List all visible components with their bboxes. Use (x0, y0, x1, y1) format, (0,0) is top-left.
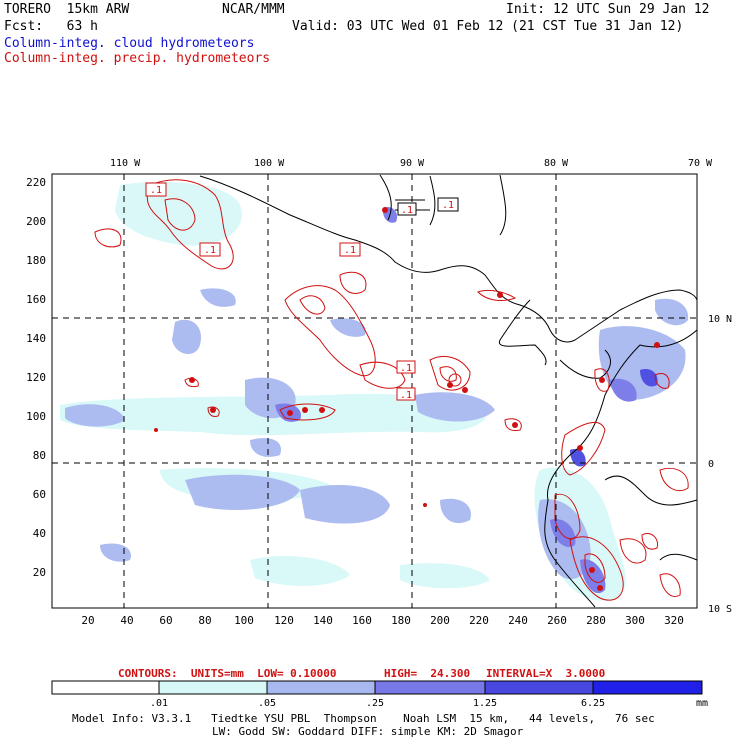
svg-text:60: 60 (33, 488, 46, 501)
svg-text:220: 220 (469, 614, 489, 627)
contour-label: .1 (401, 205, 413, 216)
svg-text:180: 180 (26, 254, 46, 267)
svg-text:160: 160 (26, 293, 46, 306)
svg-text:60: 60 (159, 614, 172, 627)
lat-lon-grid (52, 174, 697, 608)
svg-text:200: 200 (430, 614, 450, 627)
physics-info: LW: Godd SW: Goddard DIFF: simple KM: 2D… (212, 725, 524, 738)
colorbar-units: mm (696, 698, 708, 709)
precip-field-label: Column-integ. precip. hydrometeors (4, 51, 271, 66)
contour-label: .1 (344, 245, 356, 256)
svg-text:.25: .25 (366, 698, 384, 709)
lon-label: 110 W (110, 158, 141, 169)
precip-contours (94, 179, 689, 601)
svg-text:20: 20 (81, 614, 94, 627)
svg-text:100: 100 (26, 410, 46, 423)
longitude-labels: 110 W 100 W 90 W 80 W 70 W (110, 158, 713, 169)
contour-label: .1 (400, 390, 412, 401)
svg-text:120: 120 (274, 614, 294, 627)
contour-label: .1 (150, 185, 162, 196)
lon-label: 80 W (544, 158, 569, 169)
svg-text:80: 80 (33, 449, 46, 462)
lat-label: 10 S (708, 604, 732, 615)
contour-label: .1 (204, 245, 216, 256)
coastlines (199, 174, 698, 608)
svg-text:40: 40 (33, 527, 46, 540)
svg-text:280: 280 (586, 614, 606, 627)
svg-text:.05: .05 (258, 698, 276, 709)
contour-label-boxes: .1 .1 .1 .1 .1 .1 .1 (145, 182, 459, 401)
contour-label: .1 (400, 363, 412, 374)
svg-text:140: 140 (313, 614, 333, 627)
svg-text:40: 40 (120, 614, 133, 627)
lon-label: 90 W (400, 158, 425, 169)
lat-label: 0 (708, 459, 714, 470)
y-axis-ticks: 220 200 180 160 140 120 100 80 60 40 20 (26, 176, 46, 579)
init-time: Init: 12 UTC Sun 29 Jan 12 (506, 2, 710, 17)
contour-label: .1 (442, 200, 454, 211)
svg-text:140: 140 (26, 332, 46, 345)
svg-text:80: 80 (198, 614, 211, 627)
lat-label: 10 N (708, 314, 732, 325)
model-info: Model Info: V3.3.1 Tiedtke YSU PBL Thomp… (72, 712, 655, 725)
cloud-field-label: Column-integ. cloud hydrometeors (4, 36, 255, 51)
forecast-hour: Fcst: 63 h (4, 19, 98, 34)
org-label: NCAR/MMM (222, 2, 285, 17)
svg-text:320: 320 (664, 614, 684, 627)
svg-text:240: 240 (508, 614, 528, 627)
svg-text:200: 200 (26, 215, 46, 228)
contour-units: CONTOURS: UNITS=mm LOW= 0.10000 (118, 667, 337, 680)
svg-text:120: 120 (26, 371, 46, 384)
contour-high: HIGH= 24.300 (384, 667, 471, 680)
svg-text:260: 260 (547, 614, 567, 627)
colorbar-labels: .01 .05 .25 1.25 6.25 mm (150, 698, 708, 709)
x-axis-ticks: 20 40 60 80 100 120 140 160 180 200 220 … (81, 614, 684, 627)
valid-time: Valid: 03 UTC Wed 01 Feb 12 (21 CST Tue … (292, 19, 684, 34)
svg-text:300: 300 (625, 614, 645, 627)
svg-text:1.25: 1.25 (473, 698, 497, 709)
svg-text:20: 20 (33, 566, 46, 579)
svg-text:.01: .01 (150, 698, 168, 709)
latitude-labels: 10 N 0 10 S (708, 314, 732, 615)
svg-text:6.25: 6.25 (581, 698, 605, 709)
svg-text:220: 220 (26, 176, 46, 189)
svg-text:100: 100 (234, 614, 254, 627)
lon-label: 100 W (254, 158, 285, 169)
contour-interval: INTERVAL=X 3.0000 (486, 667, 606, 680)
colorbar (51, 680, 703, 695)
svg-text:160: 160 (352, 614, 372, 627)
model-title: TORERO 15km ARW (4, 2, 130, 17)
svg-text:180: 180 (391, 614, 411, 627)
lon-label: 70 W (688, 158, 713, 169)
